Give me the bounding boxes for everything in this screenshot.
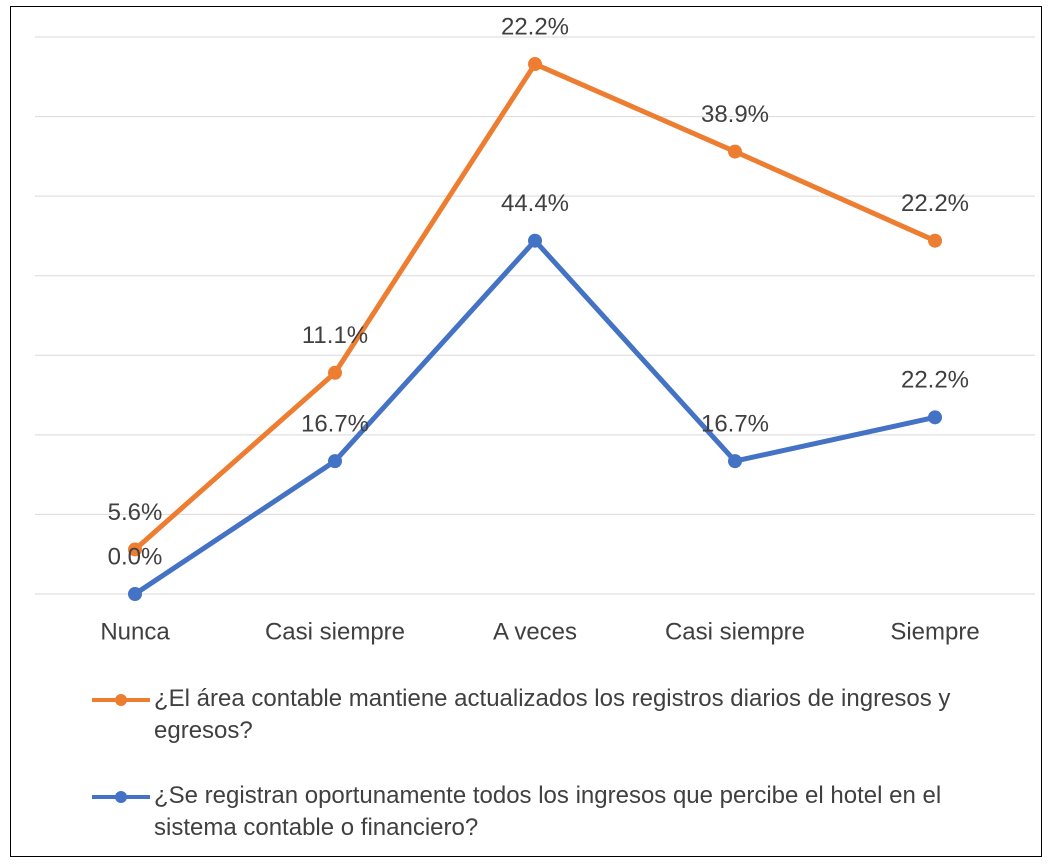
data-label: 16.7%: [301, 410, 369, 437]
data-label: 22.2%: [901, 190, 969, 217]
data-label: 16.7%: [701, 410, 769, 437]
point: [128, 542, 142, 557]
data-label: 0.0%: [108, 543, 163, 570]
data-label: 44.4%: [501, 190, 569, 217]
x-tick-label: Siempre: [890, 618, 979, 645]
legend-marker: [92, 694, 150, 706]
x-tick-label: Nunca: [100, 618, 170, 645]
point: [528, 57, 542, 72]
point: [328, 454, 342, 469]
point: [928, 233, 942, 248]
chart-frame: [10, 6, 1042, 857]
legend-item: ¿Se registran oportunamente todos los in…: [92, 780, 1012, 844]
point: [928, 410, 942, 425]
series-line: [133, 61, 937, 552]
legend-label: ¿Se registran oportunamente todos los in…: [154, 782, 942, 841]
x-tick-label: Casi siempre: [265, 618, 405, 645]
legend-marker: [92, 791, 150, 803]
point: [528, 233, 542, 248]
data-label: 11.1%: [302, 322, 368, 349]
x-tick-label: Casi siempre: [665, 618, 805, 645]
data-label: 38.9%: [701, 101, 769, 128]
x-tick-label: A veces: [493, 618, 577, 645]
point: [328, 365, 342, 380]
point: [728, 454, 742, 469]
chart: Nunca Casi siempre A veces Casi siempre Siem…: [35, 13, 1035, 645]
series-line: [133, 238, 936, 597]
legend-item: ¿El área contable mantiene actualizados …: [92, 683, 1012, 747]
data-label: 22.2%: [501, 13, 569, 40]
legend-label: ¿El área contable mantiene actualizados …: [154, 685, 951, 744]
point: [728, 144, 742, 159]
data-label: 5.6%: [108, 499, 163, 526]
data-label: 22.2%: [901, 367, 969, 394]
point: [128, 587, 142, 601]
